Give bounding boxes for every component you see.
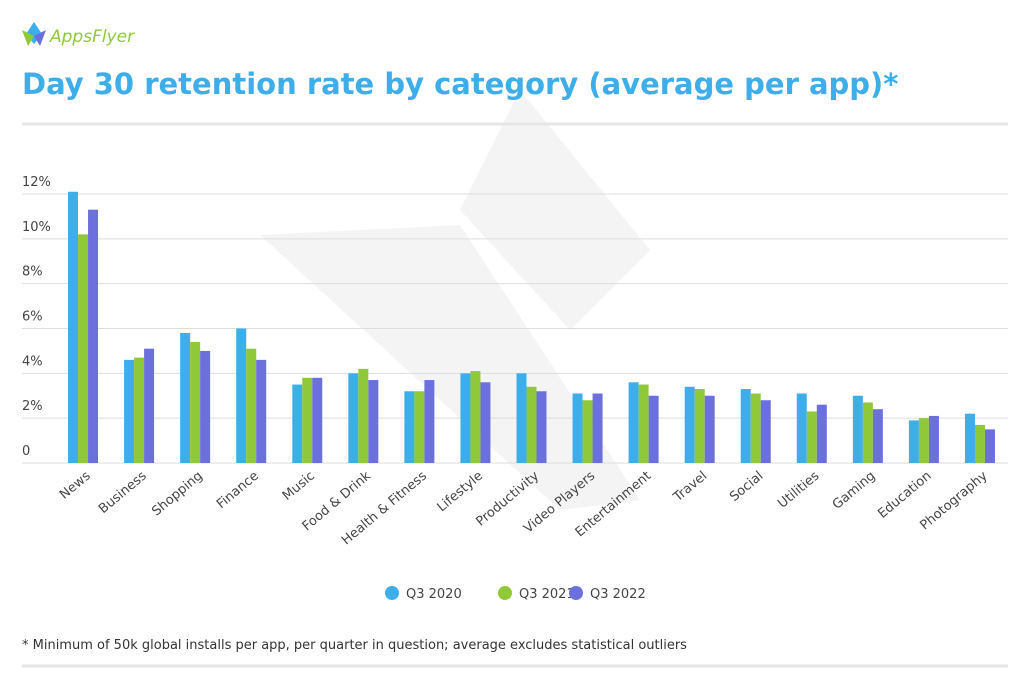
bar [984, 429, 995, 463]
bar [582, 400, 593, 463]
bar [292, 384, 303, 463]
bar [796, 393, 807, 463]
bar [470, 371, 481, 463]
bar [852, 395, 863, 463]
bar [638, 384, 649, 463]
bar [246, 348, 257, 463]
bar [134, 357, 145, 463]
x-tick-label: Finance [214, 469, 262, 512]
bar [460, 373, 471, 463]
bar [592, 393, 603, 463]
bar [628, 382, 639, 463]
bar [974, 424, 985, 463]
y-tick-label: 2% [22, 399, 43, 414]
bar [684, 386, 695, 463]
bar [526, 386, 537, 463]
bar [536, 391, 547, 463]
bar [806, 411, 817, 463]
bar [368, 380, 379, 463]
bar [648, 395, 659, 463]
bar [918, 418, 929, 463]
bar [302, 377, 313, 463]
y-tick-label: 8% [22, 265, 43, 280]
logo-text: AppsFlyer [49, 27, 135, 47]
bar [312, 377, 323, 463]
legend-label: Q3 2021 [519, 587, 575, 602]
chart-title: Day 30 retention rate by category (avera… [22, 67, 898, 101]
x-tick-label: Social [727, 469, 766, 505]
legend-label: Q3 2022 [590, 587, 646, 602]
x-tick-label: News [57, 468, 94, 502]
bar [704, 395, 715, 463]
bar [816, 404, 827, 463]
bar [88, 209, 99, 463]
bar [516, 373, 527, 463]
bar [964, 413, 975, 463]
x-tick-label: Shopping [149, 469, 205, 520]
x-tick-label: Business [96, 468, 150, 516]
legend-swatch [498, 586, 512, 600]
bar [750, 393, 761, 463]
bar [404, 391, 415, 463]
bar [908, 420, 919, 463]
x-tick-label: Gaming [830, 469, 879, 513]
bar [236, 328, 247, 463]
bar [358, 368, 369, 463]
legend-label: Q3 2020 [406, 587, 462, 602]
bar [872, 409, 883, 463]
bar [862, 402, 873, 463]
bar [78, 234, 89, 463]
y-tick-label: 6% [22, 310, 43, 325]
bar [200, 350, 211, 463]
bar [572, 393, 583, 463]
bar [144, 348, 155, 463]
y-tick-label: 12% [22, 175, 51, 190]
x-tick-label: Utilities [775, 468, 822, 511]
y-tick-label: 10% [22, 220, 51, 235]
logo: AppsFlyer [22, 22, 135, 47]
x-tick-label: Travel [670, 469, 710, 506]
watermark [460, 90, 650, 330]
y-tick-label: 4% [22, 354, 43, 369]
y-tick-label: 0 [22, 444, 30, 459]
bar [424, 380, 435, 463]
footnote: * Minimum of 50k global installs per app… [22, 638, 687, 653]
bar [124, 359, 135, 463]
bar [190, 341, 201, 463]
legend-swatch [385, 586, 399, 600]
bar [180, 332, 191, 463]
x-tick-label: Lifestyle [435, 469, 486, 516]
bar [348, 373, 359, 463]
bar [760, 400, 771, 463]
bar [480, 382, 491, 463]
legend-swatch [569, 586, 583, 600]
bar [740, 389, 751, 463]
bar [694, 389, 705, 463]
x-tick-label: Music [280, 469, 318, 504]
bar [68, 191, 79, 463]
bar [414, 391, 425, 463]
bar [256, 359, 267, 463]
bar [928, 415, 939, 463]
